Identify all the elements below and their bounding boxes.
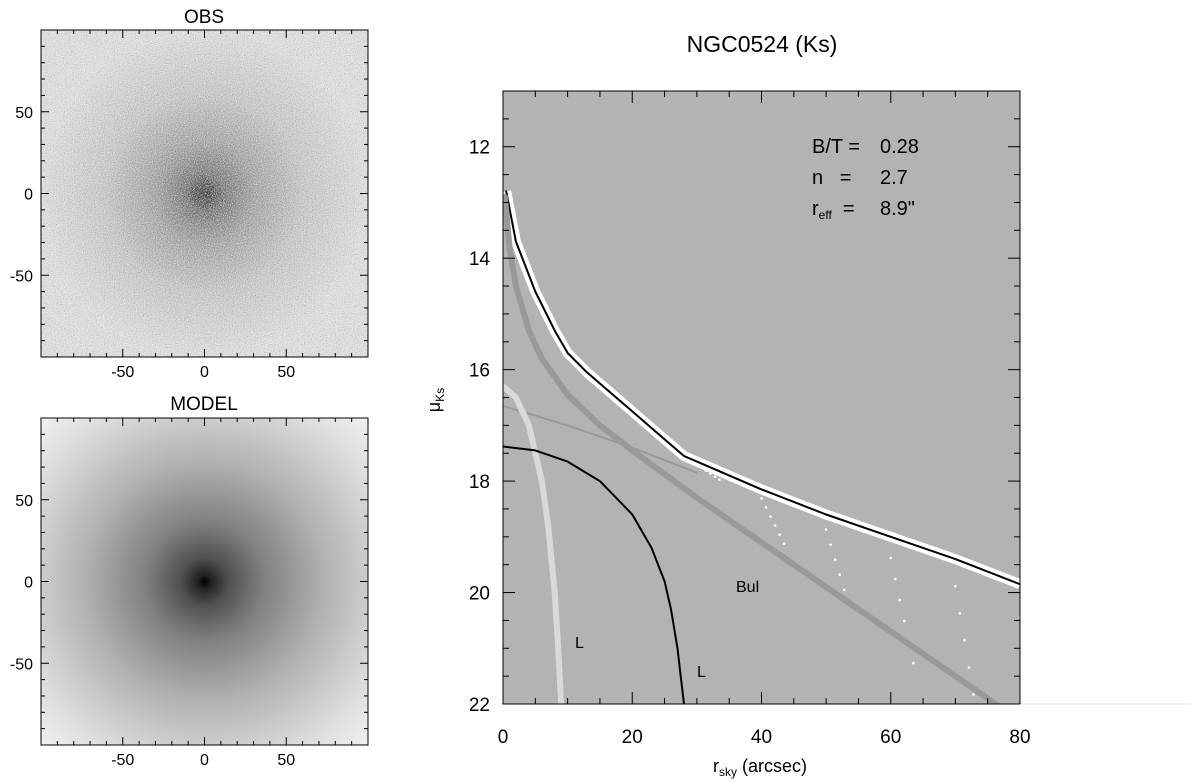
x-axis-main: r bbox=[713, 756, 719, 776]
obs-ytick-label: 50 bbox=[15, 105, 33, 122]
series-0-point bbox=[838, 573, 841, 577]
profile-panel: NGC0524 (Ks) 0 20 40 60 80 12 14 16 18 20 22 B/T =… bbox=[424, 31, 1191, 779]
series-0-point bbox=[704, 469, 708, 472]
series-2-bul bbox=[503, 193, 1002, 704]
series-0-point bbox=[958, 611, 962, 615]
n-label: n = bbox=[812, 167, 851, 189]
series-0-point bbox=[954, 584, 957, 588]
n-annotation: n = 2.7 bbox=[812, 167, 908, 189]
series-0-point bbox=[893, 577, 897, 581]
series-0-point bbox=[713, 475, 717, 478]
series-0-point bbox=[760, 497, 763, 500]
series-0-point bbox=[903, 619, 906, 623]
series-0-point bbox=[709, 472, 712, 475]
y-axis-label: μKs bbox=[424, 388, 447, 412]
series-0-point bbox=[963, 639, 966, 642]
reff-eq: = bbox=[832, 198, 855, 220]
series-0-point bbox=[824, 528, 828, 531]
series-0-point bbox=[842, 588, 846, 592]
lens-label-1: L bbox=[575, 635, 584, 652]
reff-main: r bbox=[812, 198, 819, 220]
series-0-point bbox=[967, 666, 971, 669]
y-tick-label: 22 bbox=[469, 695, 490, 716]
bulge-label: Bul bbox=[736, 579, 759, 596]
reff-label: reff = bbox=[812, 198, 855, 222]
series-0-point bbox=[833, 558, 837, 561]
bt-value: 0.28 bbox=[880, 136, 919, 158]
x-axis-rest: (arcsec) bbox=[737, 756, 807, 776]
series-0-point bbox=[769, 515, 772, 518]
model-xtick-label: 0 bbox=[200, 752, 209, 769]
x-axis-sub: sky bbox=[719, 765, 737, 779]
x-tick-label: 20 bbox=[622, 727, 643, 748]
y-axis-sub: Ks bbox=[433, 388, 447, 402]
model-ytick-label: -50 bbox=[10, 656, 33, 673]
profile-title: NGC0524 (Ks) bbox=[687, 31, 838, 57]
series-0-point bbox=[898, 598, 902, 602]
series-0-point bbox=[889, 556, 893, 560]
series-5-l bbox=[503, 445, 685, 704]
x-tick-label: 60 bbox=[880, 727, 901, 748]
obs-ytick-label: -50 bbox=[10, 268, 33, 285]
series-1 bbox=[505, 190, 1020, 586]
model-xtick-label: -50 bbox=[111, 752, 134, 769]
y-tick-label: 16 bbox=[469, 361, 490, 382]
y-tick-label: 18 bbox=[469, 472, 490, 493]
model-image bbox=[41, 418, 368, 745]
series-0-point bbox=[700, 466, 703, 469]
series-0-point bbox=[1032, 715, 1035, 718]
obs-noise bbox=[41, 30, 368, 357]
reff-annotation: reff = 8.9" bbox=[812, 198, 915, 222]
reff-sub: eff bbox=[819, 208, 833, 222]
series-0-point bbox=[764, 506, 768, 509]
series-0-point bbox=[829, 543, 832, 546]
reff-value: 8.9" bbox=[880, 198, 915, 220]
model-title: MODEL bbox=[170, 394, 238, 415]
series-0-point bbox=[1028, 682, 1031, 685]
series-0-point bbox=[1037, 748, 1040, 751]
model-ytick-label: 0 bbox=[24, 575, 33, 592]
series-0-point bbox=[782, 542, 786, 545]
series-0-point bbox=[912, 661, 915, 665]
series-4-l bbox=[503, 383, 565, 704]
model-panel: MODEL -50 0 50 50 0 -50 bbox=[10, 394, 369, 769]
obs-xtick-label: 50 bbox=[277, 364, 295, 381]
series-0-point bbox=[778, 533, 781, 536]
obs-panel: OBS -50 0 50 50 0 -50 bbox=[10, 7, 369, 381]
series-0-point bbox=[695, 463, 699, 466]
model-ytick-label: 50 bbox=[15, 493, 33, 510]
y-tick-label: 20 bbox=[469, 584, 490, 605]
y-tick-label: 14 bbox=[469, 249, 491, 270]
x-tick-label: 0 bbox=[498, 727, 509, 748]
x-tick-label: 40 bbox=[751, 727, 772, 748]
series-0-point bbox=[718, 478, 721, 481]
lens-label-2: L bbox=[697, 664, 706, 681]
y-tick-label: 12 bbox=[469, 138, 490, 159]
n-value: 2.7 bbox=[880, 167, 908, 189]
obs-ytick-label: 0 bbox=[24, 187, 33, 204]
series-0-point bbox=[977, 720, 980, 723]
obs-xtick-label: -50 bbox=[111, 364, 134, 381]
obs-title: OBS bbox=[184, 7, 224, 28]
series-0-point bbox=[1023, 649, 1026, 652]
bt-label: B/T = bbox=[812, 136, 860, 158]
y-axis-main: μ bbox=[424, 402, 444, 412]
x-axis-label: rsky (arcsec) bbox=[713, 756, 807, 779]
bt-annotation: B/T = 0.28 bbox=[812, 136, 919, 158]
series-0-point bbox=[972, 693, 975, 696]
plot-background bbox=[503, 91, 1020, 704]
series-0-point bbox=[773, 524, 777, 527]
model-xtick-label: 50 bbox=[277, 752, 295, 769]
x-tick-label: 80 bbox=[1009, 727, 1030, 748]
obs-xtick-label: 0 bbox=[200, 364, 209, 381]
series-3 bbox=[503, 404, 698, 474]
